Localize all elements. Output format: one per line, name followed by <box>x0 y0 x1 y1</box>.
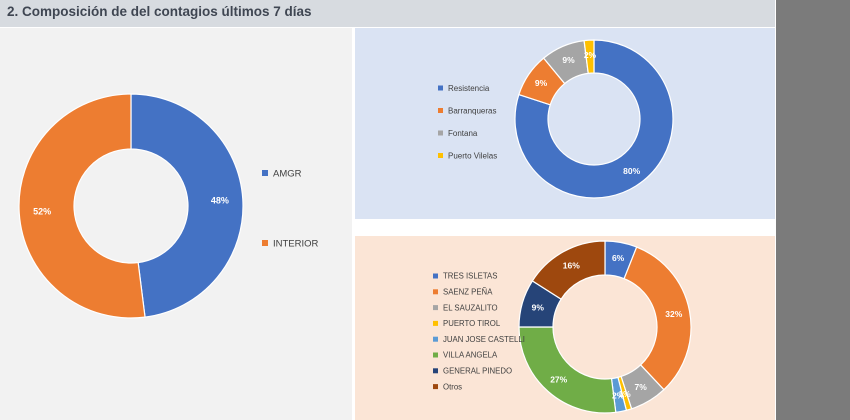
legend-3: TRES ISLETAS SAENZ PEÑA EL SAUZALITO PUERTO… <box>433 272 525 391</box>
legend-swatch-puerto-vilelas <box>438 153 443 158</box>
donut-chart-3: 6% 32% 7%1%2% 27% 9% 16% TRES ISLETAS SAENZ PEÑ… <box>433 240 692 414</box>
data-label-fontana: 9% <box>562 55 575 65</box>
legend-label-puerto-vilelas: Puerto Vilelas <box>448 151 497 160</box>
legend-label-el-sauzalito: EL SAUZALITO <box>443 303 498 312</box>
legend-swatch-juan-jose-castelli <box>433 336 438 342</box>
legend-swatch-el-sauzalito <box>433 305 438 311</box>
data-label-barranqueras: 9% <box>535 78 548 88</box>
legend-swatch-tres-isletas <box>433 273 438 279</box>
slice-amgr <box>130 93 244 318</box>
slice-villa-angela <box>518 326 617 414</box>
legend-label-resistencia: Resistencia <box>448 84 490 93</box>
right-gray-bar <box>776 0 850 420</box>
slice-interior <box>18 93 146 319</box>
donut-chart-2: 80% 9% 9% 2% Resistencia Barranqueras Fontana P… <box>438 39 674 199</box>
data-label-tres-isletas: 6% <box>612 253 625 263</box>
legend-label-fontana: Fontana <box>448 129 478 138</box>
legend-label-saenz-pena: SAENZ PEÑA <box>443 288 493 297</box>
data-label-villa-angela: 27% <box>550 374 567 384</box>
legend-swatch-puerto-tirol <box>433 320 438 326</box>
legend-swatch-amgr <box>262 170 268 176</box>
slice-saenz-pena <box>623 246 692 391</box>
data-label-otros: 16% <box>563 261 580 271</box>
slice-puerto-vilelas <box>583 39 595 75</box>
data-label-resistencia: 80% <box>623 166 640 176</box>
data-label-puerto-vilelas: 2% <box>584 50 597 60</box>
legend-swatch-resistencia <box>438 85 443 91</box>
legend-swatch-interior <box>262 240 268 246</box>
data-label-puerto-tirol: 1% <box>618 389 631 399</box>
legend-2: Resistencia Barranqueras Fontana Puerto Vil… <box>438 84 497 160</box>
donut-chart-1: 48% 52% AMGR INTERIOR <box>18 93 319 319</box>
legend-label-amgr: AMGR <box>273 168 302 179</box>
data-label-juan-jose-castelli: 2% <box>612 391 625 401</box>
slice-resistencia <box>514 39 674 199</box>
data-label-amgr: 48% <box>211 196 229 206</box>
legend-swatch-general-pinedo <box>433 368 438 374</box>
legend-label-villa-angela: VILLA ANGELA <box>443 351 498 360</box>
data-label-el-sauzalito: 7% <box>634 382 647 392</box>
data-label-interior: 52% <box>33 207 51 217</box>
legend-1: AMGR INTERIOR <box>262 168 319 249</box>
legend-label-tres-isletas: TRES ISLETAS <box>443 272 497 281</box>
slice-otros <box>531 240 606 300</box>
legend-label-general-pinedo: GENERAL PINEDO <box>443 367 512 376</box>
legend-swatch-fontana <box>438 130 443 136</box>
legend-swatch-barranqueras <box>438 108 443 113</box>
legend-label-barranqueras: Barranqueras <box>448 106 496 115</box>
legend-swatch-otros <box>433 384 438 390</box>
legend-swatch-saenz-pena <box>433 289 438 295</box>
legend-label-interior: INTERIOR <box>273 238 319 249</box>
legend-label-puerto-tirol: PUERTO TIROL <box>443 319 501 328</box>
legend-label-juan-jose-castelli: JUAN JOSE CASTELLI <box>443 335 525 344</box>
section-header: 2. Composición de del contagios últimos … <box>0 0 775 27</box>
legend-swatch-villa-angela <box>433 352 438 358</box>
data-label-general-pinedo: 9% <box>532 302 545 312</box>
legend-label-otros: Otros <box>443 382 462 391</box>
section-title: 2. Composición de del contagios últimos … <box>7 4 312 19</box>
data-label-saenz-pena: 32% <box>665 309 682 319</box>
